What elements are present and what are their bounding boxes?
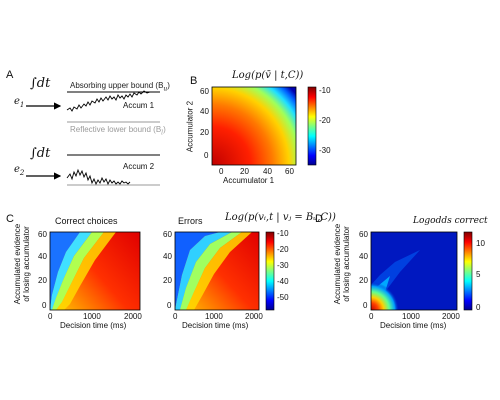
- panel-c-cb-tick-3: -30: [277, 261, 289, 270]
- trace-accum-1: [66, 90, 151, 112]
- panel-c-left-ytick-0: 0: [42, 301, 47, 310]
- panel-d-hotspot: [371, 282, 411, 310]
- panel-c-cb-tick-4: -40: [277, 277, 289, 286]
- panel-d-ytick-0: 0: [363, 301, 368, 310]
- panel-d-ytick-40: 40: [359, 252, 368, 261]
- panel-d-cb-tick-5: 5: [476, 270, 481, 279]
- panel-d-xlabel: Decision time (ms): [380, 321, 447, 330]
- panel-b-cb-tick-1: -10: [319, 86, 331, 95]
- panel-c-cb-tick-5: -50: [277, 293, 289, 302]
- panel-b-ytick-60: 60: [200, 87, 209, 96]
- upper-bound-label: Absorbing upper bound (Bu): [70, 81, 170, 93]
- panel-c-left-ytick-20: 20: [38, 276, 47, 285]
- panel-d-ytick-60: 60: [359, 230, 368, 239]
- panel-c-formula: Log(p(vᵢ,t | vⱼ = Bᵤ,C)): [225, 212, 336, 223]
- panel-d-xtick-0: 0: [369, 312, 374, 321]
- panel-c-right-ytick-0: 0: [167, 301, 172, 310]
- panel-c-left-xtick-0: 0: [48, 312, 53, 321]
- panel-b-cb-tick-3: -30: [319, 146, 331, 155]
- panel-d-cb-tick-0: 0: [476, 303, 481, 312]
- panel-d-xtick-1000: 1000: [402, 312, 420, 321]
- panel-b-heatmap: [212, 87, 296, 165]
- panel-d-cb-tick-10: 10: [476, 239, 485, 248]
- accum-1-label: Accum 1: [123, 101, 155, 110]
- panel-b-xtick-20: 20: [240, 167, 249, 176]
- panel-b-title: Log(p(v̄ | t,C)): [232, 70, 304, 81]
- panel-c-cb-tick-1: -10: [277, 229, 289, 238]
- panel-b-label: B: [190, 75, 198, 87]
- panel-b-ytick-0: 0: [204, 151, 209, 160]
- panel-d-ytick-20: 20: [359, 276, 368, 285]
- panel-d-ylabel: Accumulated evidence of losing accumulat…: [333, 223, 351, 305]
- panel-b-xtick-40: 40: [263, 167, 272, 176]
- panel-c-right-xlabel: Decision time (ms): [182, 321, 249, 330]
- panel-c-left-xtick-1000: 1000: [83, 312, 101, 321]
- panel-c-left-title: Correct choices: [55, 216, 118, 226]
- trace-accum-2: [66, 168, 131, 186]
- input-e2: e2: [14, 164, 25, 177]
- input-e1: e1: [14, 96, 25, 109]
- panel-b-xtick-60: 60: [285, 167, 294, 176]
- panel-c-colorbar: [265, 231, 275, 311]
- panel-c-right-xtick-0: 0: [173, 312, 178, 321]
- panel-d-label: D: [315, 213, 323, 225]
- panel-d-title: Logodds correct: [413, 216, 488, 226]
- panel-b-cb-tick-2: -20: [319, 116, 331, 125]
- panel-c-right-xtick-1000: 1000: [205, 312, 223, 321]
- panel-b-ytick-40: 40: [200, 107, 209, 116]
- panel-a-label: A: [6, 69, 14, 81]
- panel-c-right-ytick-60: 60: [163, 230, 172, 239]
- panel-c-left-ytick-40: 40: [38, 252, 47, 261]
- panel-c-left-xlabel: Decision time (ms): [60, 321, 127, 330]
- panel-c-left-xtick-2000: 2000: [124, 312, 142, 321]
- panel-b-xtick-0: 0: [219, 167, 224, 176]
- panel-c-right-ytick-20: 20: [163, 276, 172, 285]
- panel-c-left-ytick-60: 60: [38, 230, 47, 239]
- panel-c-label: C: [6, 213, 14, 225]
- panel-b-colorbar: [307, 86, 317, 166]
- accum-2-label: Accum 2: [123, 162, 155, 171]
- panel-c-right-ytick-40: 40: [163, 252, 172, 261]
- integral-2: ∫dt: [30, 146, 51, 161]
- panel-b-ytick-20: 20: [200, 128, 209, 137]
- integral-1: ∫dt: [30, 76, 51, 91]
- panel-b-xlabel: Accumulator 1: [223, 176, 275, 185]
- panel-c-right-xtick-2000: 2000: [245, 312, 263, 321]
- panel-c-right-blue-region: [175, 232, 220, 310]
- lower-bound-label: Reflective lower bound (Bl): [70, 125, 166, 137]
- panel-d-colorbar: [463, 231, 473, 311]
- panel-d-xtick-2000: 2000: [442, 312, 460, 321]
- panel-c-right-title: Errors: [178, 216, 203, 226]
- panel-c-cb-tick-2: -20: [277, 245, 289, 254]
